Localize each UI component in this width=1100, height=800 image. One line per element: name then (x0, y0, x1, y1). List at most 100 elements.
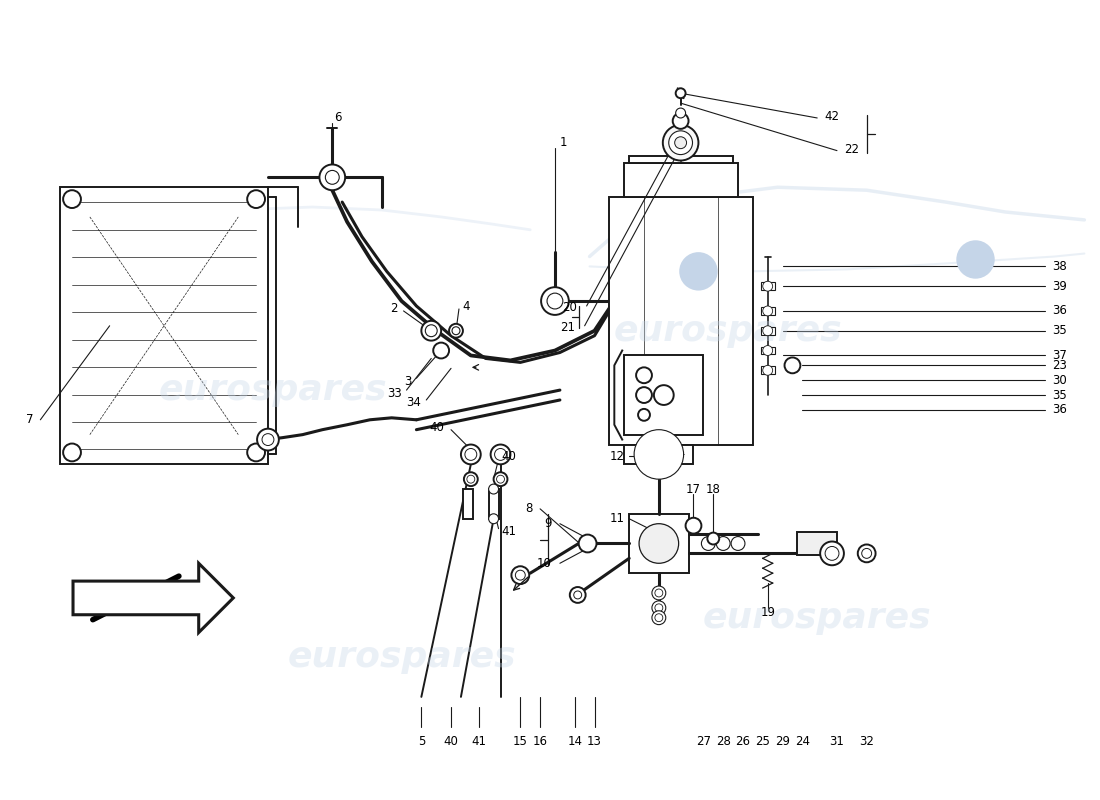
Text: 35: 35 (1052, 389, 1067, 402)
Text: 16: 16 (532, 735, 548, 748)
Circle shape (570, 587, 585, 603)
Bar (761, 307, 774, 315)
Text: 4: 4 (462, 301, 470, 314)
Text: 13: 13 (587, 735, 602, 748)
Text: 28: 28 (716, 735, 730, 748)
Text: 21: 21 (560, 322, 574, 334)
Circle shape (681, 254, 716, 289)
Circle shape (326, 170, 339, 184)
Text: eurospares: eurospares (614, 314, 843, 348)
Text: 40: 40 (429, 422, 444, 434)
Circle shape (421, 321, 441, 341)
Bar (761, 346, 774, 354)
Circle shape (464, 472, 477, 486)
Bar (629, 155, 733, 162)
Bar (624, 445, 693, 464)
Text: 7: 7 (26, 414, 33, 426)
Circle shape (495, 449, 506, 460)
Circle shape (574, 591, 582, 599)
Circle shape (762, 346, 772, 355)
Circle shape (465, 449, 476, 460)
Text: 23: 23 (1052, 359, 1067, 372)
Text: 8: 8 (525, 502, 532, 515)
Text: 10: 10 (537, 557, 552, 570)
Circle shape (654, 604, 663, 612)
Text: 25: 25 (756, 735, 770, 748)
Circle shape (488, 514, 498, 524)
Circle shape (257, 429, 279, 450)
Text: 27: 27 (696, 735, 711, 748)
Bar (488, 489, 498, 518)
Text: 41: 41 (502, 525, 517, 538)
Text: 40: 40 (443, 735, 459, 748)
Circle shape (494, 472, 507, 486)
Text: 30: 30 (1052, 374, 1067, 386)
Circle shape (547, 293, 563, 309)
Circle shape (861, 549, 871, 558)
Circle shape (958, 242, 993, 278)
Bar (463, 489, 473, 518)
Circle shape (675, 88, 685, 98)
Circle shape (653, 385, 673, 405)
Circle shape (639, 524, 679, 563)
Circle shape (784, 358, 801, 374)
Circle shape (449, 324, 463, 338)
Circle shape (466, 475, 475, 483)
Circle shape (762, 282, 772, 291)
Circle shape (426, 325, 437, 337)
Circle shape (707, 533, 719, 545)
Text: 36: 36 (1052, 305, 1067, 318)
Circle shape (674, 137, 686, 149)
Circle shape (652, 601, 666, 614)
Circle shape (491, 445, 510, 464)
Circle shape (673, 113, 689, 129)
Circle shape (63, 190, 81, 208)
Circle shape (685, 518, 702, 534)
Circle shape (262, 434, 274, 446)
Bar (761, 326, 774, 334)
Circle shape (63, 443, 81, 462)
Circle shape (452, 326, 460, 334)
Circle shape (762, 326, 772, 336)
Bar (60, 187, 268, 464)
Circle shape (654, 589, 663, 597)
Polygon shape (73, 563, 233, 633)
Text: 37: 37 (1052, 349, 1067, 362)
Circle shape (461, 445, 481, 464)
Text: 6: 6 (334, 111, 342, 125)
Text: eurospares: eurospares (287, 640, 516, 674)
Text: 31: 31 (829, 735, 845, 748)
Circle shape (732, 537, 745, 550)
Text: 24: 24 (795, 735, 810, 748)
Circle shape (496, 475, 505, 483)
Circle shape (638, 409, 650, 421)
Bar (761, 282, 774, 290)
Text: 14: 14 (568, 735, 582, 748)
Bar (629, 514, 689, 573)
Text: 11: 11 (609, 512, 624, 526)
Text: 1: 1 (560, 136, 568, 150)
Circle shape (762, 306, 772, 316)
Bar (761, 366, 774, 374)
Text: 39: 39 (1052, 280, 1067, 293)
Circle shape (825, 546, 839, 560)
Text: 33: 33 (387, 386, 402, 399)
Text: 22: 22 (844, 143, 859, 156)
Text: 36: 36 (1052, 403, 1067, 416)
Circle shape (488, 484, 498, 494)
Text: 42: 42 (824, 110, 839, 123)
Circle shape (634, 430, 683, 479)
Circle shape (652, 586, 666, 600)
Circle shape (669, 131, 693, 154)
Text: 15: 15 (513, 735, 528, 748)
Text: 12: 12 (609, 450, 624, 463)
Bar (609, 197, 752, 445)
Text: 18: 18 (706, 482, 721, 495)
Text: 32: 32 (859, 735, 874, 748)
Text: 29: 29 (776, 735, 790, 748)
Circle shape (663, 125, 698, 161)
Text: 3: 3 (404, 374, 411, 388)
Bar (624, 355, 703, 434)
Text: 38: 38 (1052, 260, 1067, 273)
Text: 41: 41 (471, 735, 486, 748)
